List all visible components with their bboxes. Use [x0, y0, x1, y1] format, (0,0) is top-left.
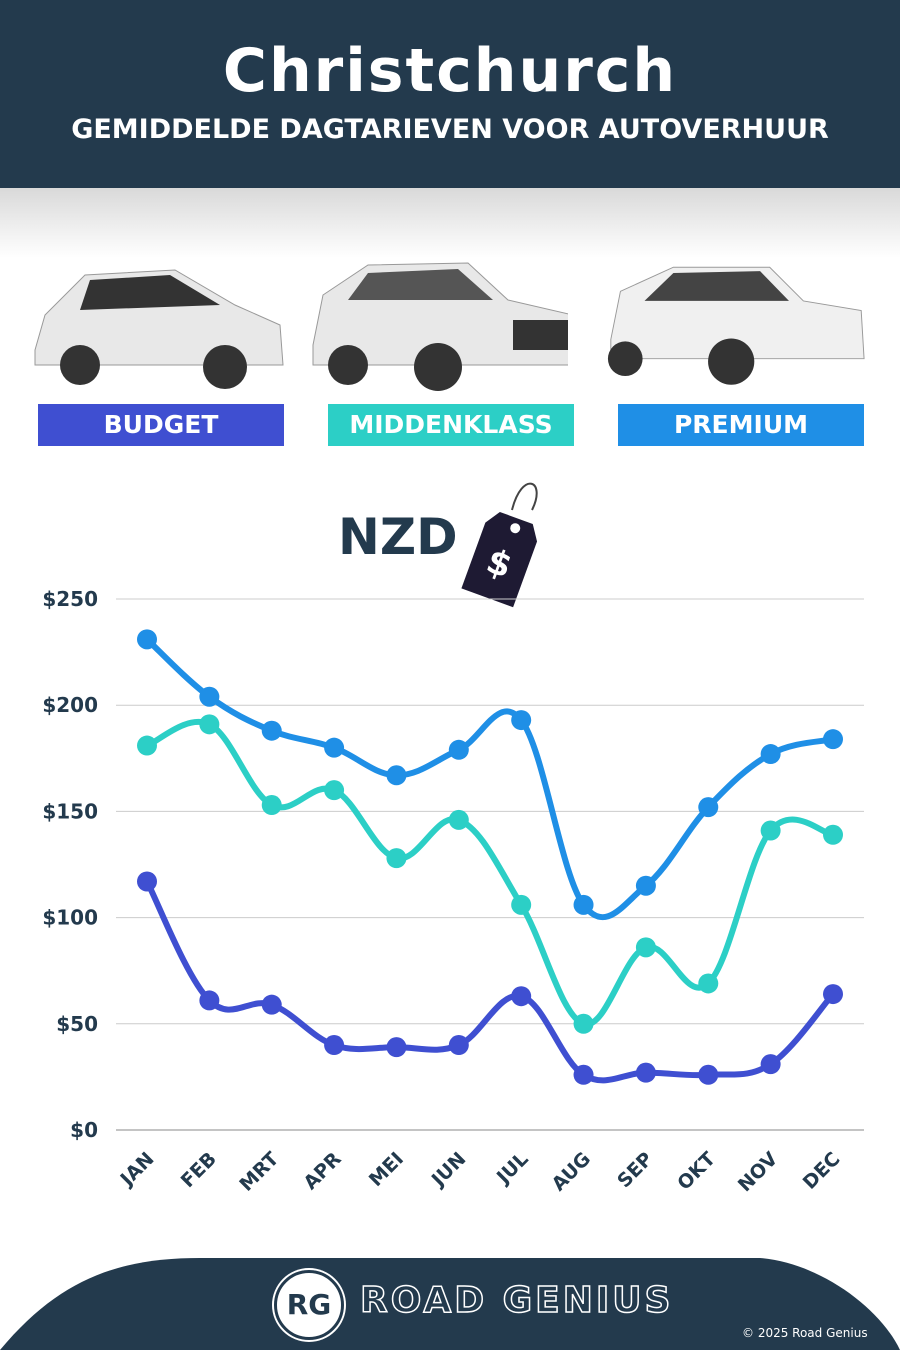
data-point-premium [635, 875, 656, 896]
data-point-budget [635, 1062, 656, 1083]
data-point-premium [137, 629, 157, 650]
data-point-middenklass [137, 735, 157, 756]
x-tick-label: FEB [177, 1148, 221, 1192]
x-tick-label: SEP [613, 1148, 657, 1192]
x-tick-label: JUL [491, 1148, 532, 1189]
data-point-premium [261, 720, 282, 741]
data-point-middenklass [386, 848, 407, 869]
price-tag-icon: $ [461, 482, 538, 608]
data-point-budget [261, 994, 282, 1015]
data-point-premium [698, 797, 719, 818]
x-tick-label: OKT [673, 1148, 720, 1195]
data-point-budget [823, 984, 843, 1005]
midsize-label: MIDDENKLASS [328, 404, 574, 446]
page-title: Christchurch [222, 36, 678, 106]
data-point-middenklass [760, 820, 781, 841]
data-point-premium [199, 686, 220, 707]
y-tick-label: $50 [56, 1012, 98, 1036]
data-point-middenklass [324, 780, 345, 801]
x-tick-label: MEI [365, 1148, 408, 1191]
data-point-budget [199, 990, 220, 1011]
x-tick-label: APR [299, 1148, 345, 1194]
x-tick-label: MRT [235, 1148, 283, 1196]
y-tick-label: $100 [42, 906, 98, 930]
y-tick-label: $0 [70, 1118, 98, 1142]
x-tick-label: AUG [548, 1148, 595, 1195]
y-tick-label: $250 [42, 587, 98, 611]
data-point-budget [573, 1064, 594, 1085]
data-point-budget [698, 1064, 719, 1085]
data-point-premium [511, 710, 532, 731]
data-point-budget [448, 1035, 469, 1056]
x-tick-label: DEC [799, 1148, 845, 1194]
data-point-middenklass [199, 714, 220, 735]
data-point-middenklass [823, 824, 843, 845]
footer-band [0, 1258, 900, 1350]
data-point-premium [573, 894, 594, 915]
data-point-middenklass [261, 795, 282, 816]
data-point-middenklass [448, 809, 469, 830]
data-point-premium [823, 729, 843, 750]
y-tick-label: $150 [42, 799, 98, 823]
line-chart: $0 $50 $100 $150 $200 $250 JAN FEB MRT APR MEI JUN J… [42, 587, 864, 1196]
budget-label: BUDGET [38, 404, 284, 446]
data-point-premium [760, 744, 781, 765]
data-point-premium [324, 737, 345, 758]
data-point-budget [324, 1035, 345, 1056]
x-tick-label: JUN [426, 1148, 470, 1192]
data-point-budget [386, 1037, 407, 1058]
data-point-middenklass [698, 973, 719, 994]
data-point-middenklass [635, 937, 656, 958]
data-point-budget [511, 986, 532, 1007]
premium-car-image [607, 266, 865, 385]
road-genius-logo: RG [274, 1270, 344, 1340]
data-point-middenklass [573, 1013, 594, 1034]
data-point-middenklass [511, 894, 532, 915]
header: Christchurch GEMIDDELDE DAGTARIEVEN VOOR… [0, 0, 900, 188]
copyright: © 2025 Road Genius [742, 1326, 868, 1340]
header-shadow [0, 188, 900, 258]
series-line-middenklass [144, 719, 836, 1028]
x-tick-label: JAN [115, 1148, 159, 1192]
budget-car-image [34, 269, 284, 389]
data-point-budget [137, 871, 157, 892]
currency-label: NZD [338, 508, 458, 566]
y-tick-label: $200 [42, 693, 98, 717]
x-tick-label: NOV [734, 1148, 782, 1196]
data-point-budget [760, 1054, 781, 1075]
page-subtitle: GEMIDDELDE DAGTARIEVEN VOOR AUTOVERHUUR [71, 114, 829, 145]
premium-label: PREMIUM [618, 404, 864, 446]
series-line-budget [144, 878, 836, 1084]
data-point-premium [448, 739, 469, 760]
midsize-car-image [312, 262, 568, 391]
data-point-premium [386, 765, 407, 786]
brand-name: ROAD GENIUS [359, 1279, 674, 1322]
